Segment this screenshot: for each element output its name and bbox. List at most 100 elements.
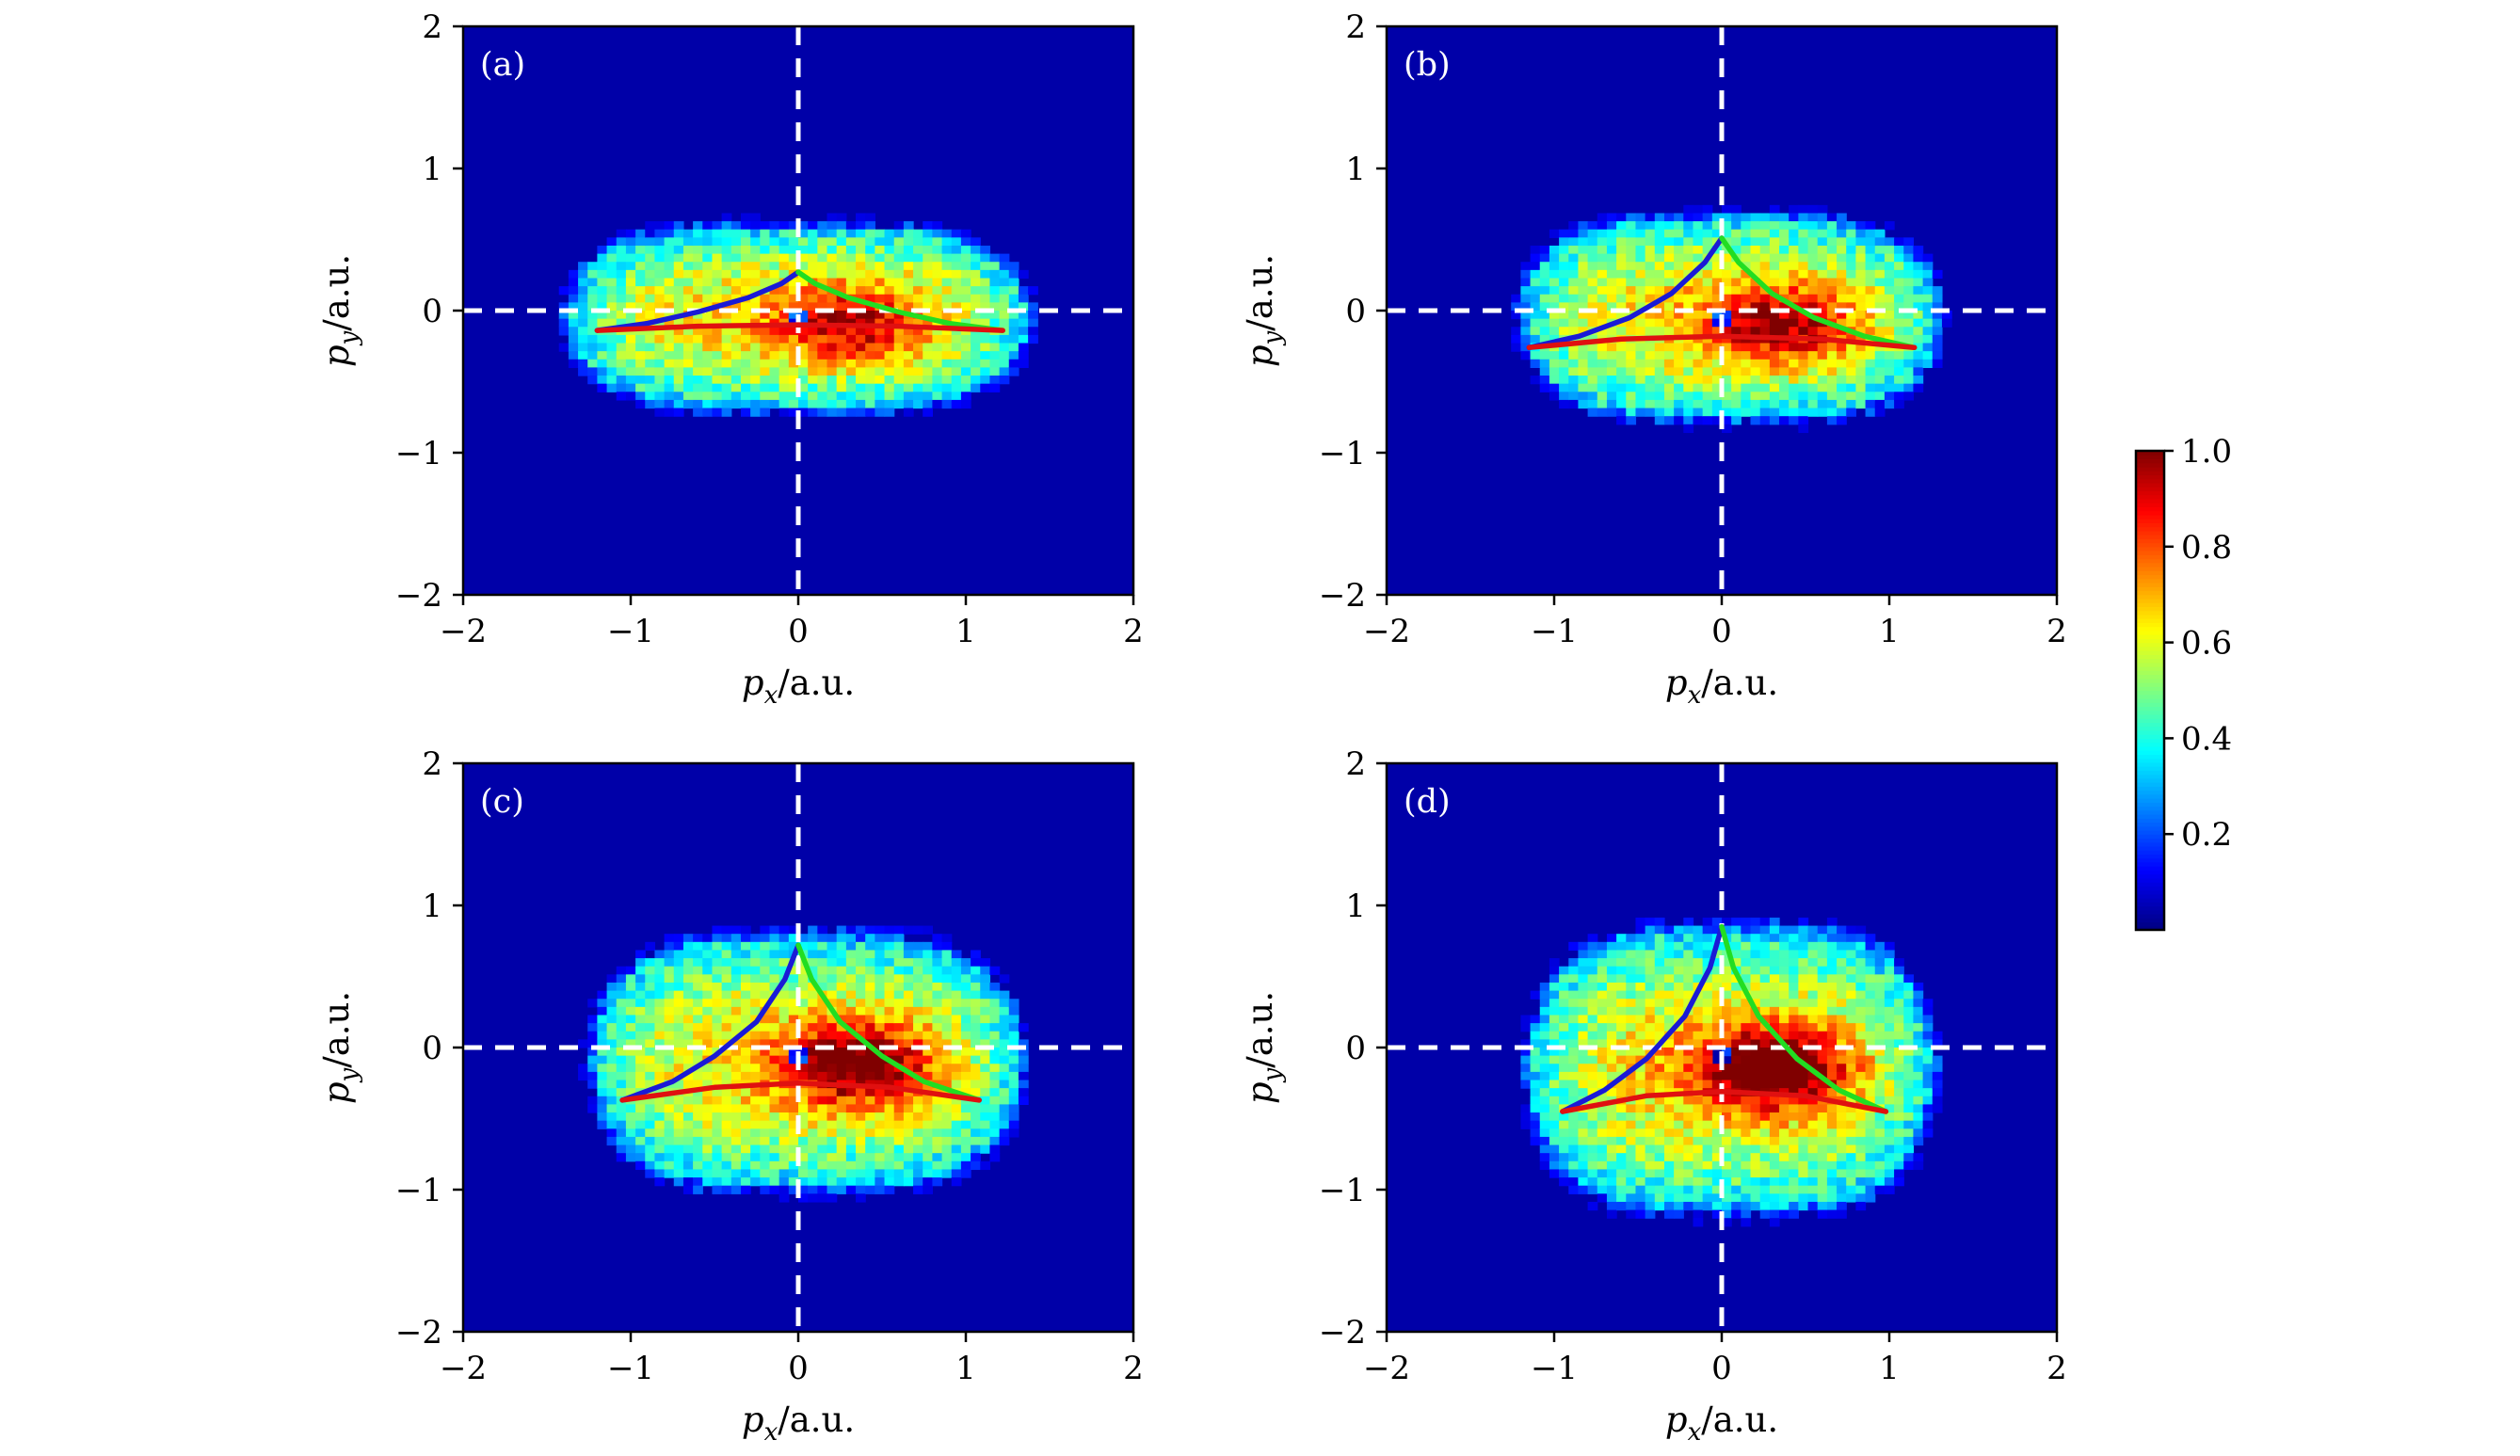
heatmap-cell [712,1023,722,1032]
heatmap-cell [578,1072,588,1080]
heatmap-cell [1855,1193,1866,1202]
heatmap-cell [1866,270,1876,279]
heatmap-cell [817,1032,827,1040]
heatmap-cell [597,1096,607,1105]
heatmap-cell [846,934,857,942]
heatmap-cell [722,270,732,279]
heatmap-cell [1818,1193,1828,1202]
heatmap-cell [617,991,627,1000]
heatmap-cell [665,278,675,286]
heatmap-cell [626,1153,636,1161]
heatmap-cell [923,237,933,246]
heatmap-cell [1933,1096,1943,1105]
heatmap-cell [1531,376,1541,384]
heatmap-cell [617,246,627,254]
heatmap-cell [817,327,827,335]
heatmap-cell [1855,360,1866,368]
heatmap-cell [1019,286,1029,295]
heatmap-cell [1683,344,1693,352]
heatmap-cell [712,1186,722,1194]
heatmap-cell [626,1064,636,1072]
heatmap-cell [817,1104,827,1112]
heatmap-cell [1798,254,1808,263]
heatmap-cell [1549,983,1560,991]
heatmap-cell [1549,1015,1560,1023]
heatmap-cell [722,408,732,417]
heatmap-cell [894,1104,905,1112]
heatmap-cell [693,1032,703,1040]
heatmap-cell [885,246,895,254]
heatmap-cell [731,1161,742,1170]
heatmap-cell [674,1161,684,1170]
heatmap-cell [942,950,953,958]
heatmap-cell [1693,416,1703,424]
heatmap-cell [1549,1169,1560,1177]
heatmap-cell [779,262,790,270]
heatmap-cell [1703,400,1713,408]
heatmap-cell [1818,400,1828,408]
heatmap-cell [626,1145,636,1154]
heatmap-cell [1531,1015,1541,1023]
heatmap-cell [1674,1032,1684,1040]
heatmap-cell [1645,934,1656,942]
heatmap-cell [1894,1007,1904,1016]
heatmap-cell [712,262,722,270]
heatmap-cell [1626,416,1636,424]
heatmap-cell [1531,1137,1541,1145]
heatmap-cell [779,1007,790,1016]
heatmap-cell [722,213,732,221]
heatmap-cell [1894,1161,1904,1170]
heatmap-cell [1789,392,1799,400]
heatmap-cell [856,958,866,967]
heatmap-cell [1540,319,1550,328]
heatmap-cell [1645,221,1656,230]
heatmap-cell [760,1072,770,1080]
heatmap-cell [1655,1056,1665,1064]
heatmap-cell [808,1145,818,1154]
heatmap-cell [1616,974,1627,983]
heatmap-cell [1741,400,1751,408]
heatmap-cell [1808,408,1819,417]
heatmap-cell [971,999,981,1007]
heatmap-cell [875,1064,885,1072]
heatmap-cell [989,367,1000,376]
heatmap-cell [1827,1056,1838,1064]
heatmap-cell [808,230,818,238]
heatmap-cell [1540,1161,1550,1170]
heatmap-cell [1760,1210,1771,1219]
heatmap-cell [702,1112,713,1121]
heatmap-cell [712,246,722,254]
heatmap-cell [731,1096,742,1105]
heatmap-cell [617,344,627,352]
heatmap-cell [741,974,751,983]
heatmap-cell [1635,1186,1645,1194]
heatmap-cell [1664,1161,1675,1170]
heatmap-cell [712,974,722,983]
heatmap-cell [894,1023,905,1032]
heatmap-cell [674,983,684,991]
heatmap-cell [904,246,914,254]
heatmap-cell [1875,367,1886,376]
heatmap-cell [1798,934,1808,942]
heatmap-cell [1818,1023,1828,1032]
heatmap-cell [1760,1072,1771,1080]
heatmap-cell [617,351,627,360]
heatmap-cell [932,254,942,263]
heatmap-cell [1760,967,1771,975]
heatmap-cell [1588,983,1598,991]
heatmap-cell [1818,205,1828,214]
heatmap-cell [846,400,857,408]
heatmap-cell [885,934,895,942]
heatmap-cell [665,942,675,951]
heatmap-cell [1511,335,1521,344]
heatmap-cell [1664,246,1675,254]
heatmap-cell [1770,408,1780,417]
heatmap-cell [1885,1186,1895,1194]
heatmap-cell [693,1023,703,1032]
heatmap-cell [1616,237,1627,246]
heatmap-cell [779,335,790,344]
heatmap-cell [1683,351,1693,360]
heatmap-cell [645,221,655,230]
heatmap-cell [645,237,655,246]
